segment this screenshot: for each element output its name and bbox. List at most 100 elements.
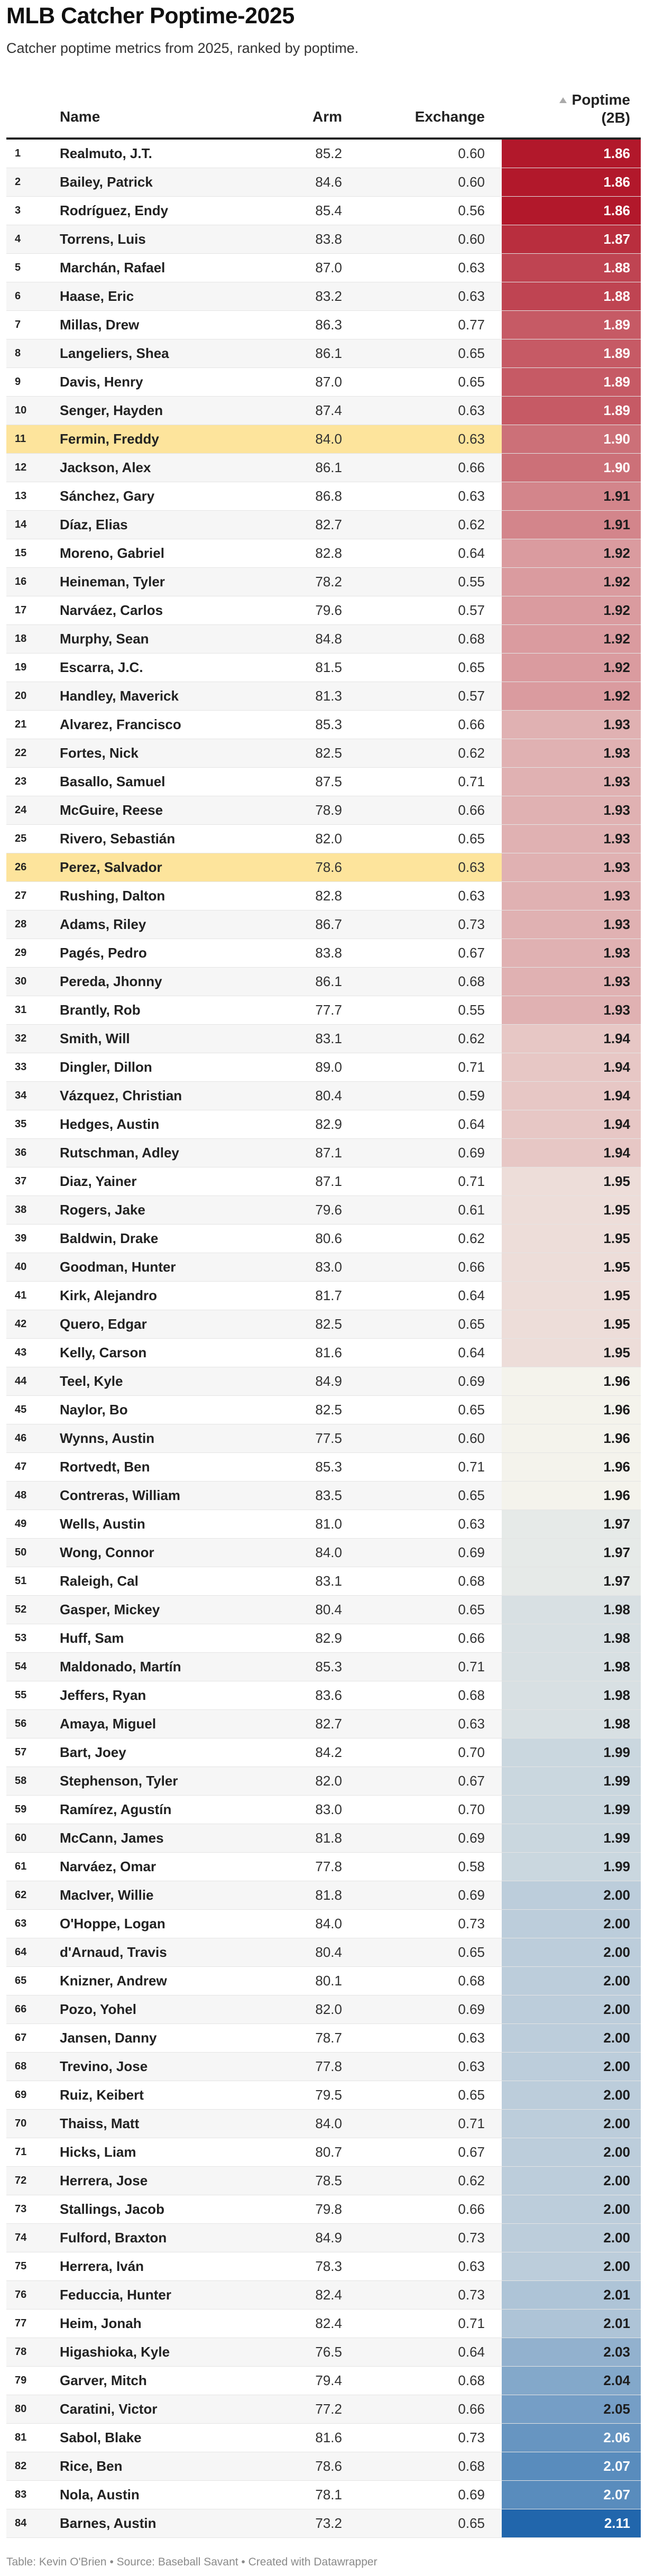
name-cell: Haase, Eric (60, 288, 134, 304)
arm-cell: 82.9 (315, 1116, 342, 1132)
exchange-cell: 0.71 (458, 1173, 485, 1189)
name-cell: Fortes, Nick (60, 745, 139, 761)
name-cell: Brantly, Rob (60, 1002, 141, 1018)
name-cell: Smith, Will (60, 1031, 130, 1046)
poptime-cell: 2.00 (502, 2167, 641, 2195)
exchange-cell: 0.64 (458, 545, 485, 561)
arm-cell: 80.7 (315, 2144, 342, 2160)
name-cell: Goodman, Hunter (60, 1259, 176, 1275)
exchange-cell: 0.66 (458, 2201, 485, 2217)
table-row: 48 Contreras, William 83.5 0.65 1.96 (6, 1482, 641, 1510)
arm-cell: 86.3 (315, 317, 342, 333)
exchange-cell: 0.67 (458, 945, 485, 961)
exchange-cell: 0.65 (458, 1944, 485, 1960)
exchange-cell: 0.66 (458, 459, 485, 475)
rank-cell: 77 (15, 2317, 27, 2329)
arm-cell: 83.1 (315, 1031, 342, 1046)
poptime-cell: 1.91 (502, 511, 641, 539)
arm-cell: 78.9 (315, 802, 342, 818)
poptime-cell: 1.89 (502, 339, 641, 367)
rank-cell: 69 (15, 2089, 27, 2101)
exchange-cell: 0.60 (458, 231, 485, 247)
exchange-cell: 0.65 (458, 2515, 485, 2531)
table-row: 77 Heim, Jonah 82.4 0.71 2.01 (6, 2310, 641, 2338)
name-cell: Jackson, Alex (60, 459, 151, 475)
exchange-cell: 0.68 (458, 1573, 485, 1589)
table-row: 60 McCann, James 81.8 0.69 1.99 (6, 1824, 641, 1853)
table-row: 59 Ramírez, Agustín 83.0 0.70 1.99 (6, 1796, 641, 1824)
exchange-cell: 0.66 (458, 2401, 485, 2417)
poptime-cell: 1.86 (502, 168, 641, 196)
rank-cell: 83 (15, 2489, 27, 2500)
header-exchange[interactable]: Exchange (414, 108, 485, 125)
arm-cell: 84.8 (315, 631, 342, 647)
rank-cell: 3 (15, 205, 21, 216)
exchange-cell: 0.67 (458, 2144, 485, 2160)
table-row: 37 Diaz, Yainer 87.1 0.71 1.95 (6, 1167, 641, 1196)
table-row: 73 Stallings, Jacob 79.8 0.66 2.00 (6, 2195, 641, 2224)
table-row: 46 Wynns, Austin 77.5 0.60 1.96 (6, 1424, 641, 1453)
table-row: 83 Nola, Austin 78.1 0.69 2.07 (6, 2481, 641, 2509)
arm-cell: 84.6 (315, 174, 342, 190)
exchange-cell: 0.71 (458, 1459, 485, 1475)
name-cell: Senger, Hayden (60, 402, 163, 418)
name-cell: Dingler, Dillon (60, 1059, 152, 1075)
exchange-cell: 0.63 (458, 2258, 485, 2274)
poptime-cell: 1.95 (502, 1339, 641, 1367)
rank-cell: 56 (15, 1718, 27, 1729)
poptime-cell: 2.06 (502, 2424, 641, 2452)
header-arm[interactable]: Arm (312, 108, 342, 125)
poptime-cell: 2.00 (502, 1881, 641, 1909)
header-poptime[interactable]: Poptime (2B) (509, 91, 641, 127)
arm-cell: 87.0 (315, 374, 342, 390)
arm-cell: 87.0 (315, 260, 342, 275)
name-cell: Maldonado, Martín (60, 1659, 181, 1675)
name-cell: McCann, James (60, 1830, 164, 1846)
arm-cell: 85.4 (315, 203, 342, 218)
table-row: 12 Jackson, Alex 86.1 0.66 1.90 (6, 454, 641, 482)
table-row: 62 MacIver, Willie 81.8 0.69 2.00 (6, 1881, 641, 1910)
poptime-cell: 2.00 (502, 2224, 641, 2252)
name-cell: MacIver, Willie (60, 1887, 154, 1903)
exchange-cell: 0.65 (458, 374, 485, 390)
name-cell: McGuire, Reese (60, 802, 163, 818)
poptime-cell: 1.92 (502, 596, 641, 624)
exchange-cell: 0.65 (458, 1602, 485, 1617)
table-row: 11 Fermin, Freddy 84.0 0.63 1.90 (6, 425, 641, 454)
rank-cell: 64 (15, 1946, 27, 1958)
name-cell: Fermin, Freddy (60, 431, 159, 447)
table-row: 25 Rivero, Sebastián 82.0 0.65 1.93 (6, 825, 641, 853)
rank-cell: 48 (15, 1489, 27, 1501)
exchange-cell: 0.69 (458, 2001, 485, 2017)
table-row: 21 Alvarez, Francisco 85.3 0.66 1.93 (6, 711, 641, 739)
arm-cell: 80.4 (315, 1602, 342, 1617)
poptime-cell: 1.94 (502, 1082, 641, 1110)
rank-cell: 74 (15, 2232, 27, 2243)
name-cell: Rogers, Jake (60, 1202, 145, 1218)
rank-cell: 1 (15, 148, 21, 159)
poptime-cell: 1.87 (502, 225, 641, 253)
poptime-cell: 1.99 (502, 1796, 641, 1824)
table-row: 40 Goodman, Hunter 83.0 0.66 1.95 (6, 1253, 641, 1282)
triangle-up-icon (559, 97, 567, 103)
rank-cell: 14 (15, 519, 27, 530)
name-cell: Contreras, William (60, 1487, 181, 1503)
table-row: 49 Wells, Austin 81.0 0.63 1.97 (6, 1510, 641, 1539)
poptime-cell: 1.93 (502, 910, 641, 939)
exchange-cell: 0.66 (458, 716, 485, 732)
header-name[interactable]: Name (60, 108, 100, 125)
poptime-cell: 1.93 (502, 968, 641, 996)
arm-cell: 78.3 (315, 2258, 342, 2274)
exchange-cell: 0.73 (458, 2230, 485, 2246)
exchange-cell: 0.63 (458, 1516, 485, 1532)
arm-cell: 73.2 (315, 2515, 342, 2531)
poptime-cell: 1.96 (502, 1424, 641, 1452)
exchange-cell: 0.73 (458, 2430, 485, 2445)
exchange-cell: 0.63 (458, 288, 485, 304)
exchange-cell: 0.69 (458, 2487, 485, 2503)
rank-cell: 62 (15, 1889, 27, 1901)
exchange-cell: 0.65 (458, 1316, 485, 1332)
rank-cell: 27 (15, 890, 27, 901)
table-row: 28 Adams, Riley 86.7 0.73 1.93 (6, 910, 641, 939)
